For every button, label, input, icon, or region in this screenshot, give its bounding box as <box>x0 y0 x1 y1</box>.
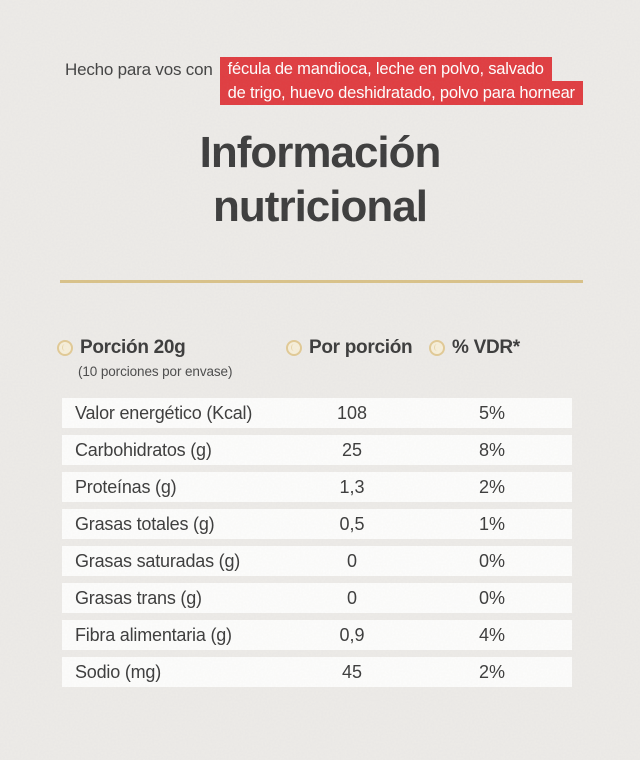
row-label: Carbohidratos (g) <box>75 439 212 460</box>
ingredient-line-2: de trigo, huevo deshidratado, polvo para… <box>219 81 583 105</box>
row-pct: 2% <box>478 661 505 682</box>
header-portion-label: Porción 20g <box>80 337 186 358</box>
header-vdr: % VDR* <box>429 337 520 359</box>
row-value: 108 <box>336 402 368 423</box>
row-pct: 0% <box>478 587 505 608</box>
row-pct: 2% <box>478 476 505 497</box>
row-label: Sodio (mg) <box>75 661 162 682</box>
row-value: 0,5 <box>339 513 365 534</box>
ingredient-note: Hecho para vos con fécula de mandioca, l… <box>65 57 583 105</box>
row-label: Valor energético (Kcal) <box>75 402 253 423</box>
page-title-wrap: Información nutricional <box>0 126 640 234</box>
row-value: 25 <box>341 439 363 460</box>
table-row: Proteínas (g) 1,3 2% <box>62 472 572 502</box>
ingredient-note-prefix: Hecho para vos con <box>65 60 213 79</box>
table-row: Grasas trans (g) 0 0% <box>62 583 572 613</box>
row-pct: 0% <box>478 550 505 571</box>
seed-icon <box>286 340 302 356</box>
ingredient-line-1: fécula de mandioca, leche en polvo, salv… <box>219 57 552 81</box>
seed-icon <box>57 340 73 356</box>
ingredient-highlight-box: fécula de mandioca, leche en polvo, salv… <box>219 57 583 105</box>
row-value: 0 <box>346 587 357 608</box>
header-vdr-label: % VDR* <box>452 337 520 358</box>
row-value: 45 <box>341 661 363 682</box>
header-per-portion: Por porción <box>286 337 413 359</box>
row-label: Proteínas (g) <box>75 476 177 497</box>
row-pct: 8% <box>478 439 505 460</box>
row-pct: 4% <box>478 624 505 645</box>
row-value: 0,9 <box>339 624 365 645</box>
row-label: Grasas totales (g) <box>75 513 215 534</box>
table-row: Carbohidratos (g) 25 8% <box>62 435 572 465</box>
page-title: Información nutricional <box>199 128 442 231</box>
table-row: Valor energético (Kcal) 108 5% <box>62 398 572 428</box>
table-row: Fibra alimentaria (g) 0,9 4% <box>62 620 572 650</box>
table-row: Sodio (mg) 45 2% <box>62 657 572 687</box>
nutrition-table: Valor energético (Kcal) 108 5% Carbohidr… <box>62 398 572 694</box>
row-value: 0 <box>346 550 357 571</box>
row-pct: 1% <box>478 513 505 534</box>
row-label: Fibra alimentaria (g) <box>75 624 232 645</box>
row-pct: 5% <box>478 402 505 423</box>
table-row: Grasas saturadas (g) 0 0% <box>62 546 572 576</box>
header-per-portion-label: Por porción <box>309 337 413 358</box>
row-value: 1,3 <box>339 476 365 497</box>
divider-line <box>60 280 583 283</box>
table-row: Grasas totales (g) 0,5 1% <box>62 509 572 539</box>
header-portion-subtitle: (10 porciones por envase) <box>78 364 233 379</box>
row-label: Grasas saturadas (g) <box>75 550 241 571</box>
row-label: Grasas trans (g) <box>75 587 202 608</box>
seed-icon <box>429 340 445 356</box>
header-portion: Porción 20g <box>57 337 186 359</box>
